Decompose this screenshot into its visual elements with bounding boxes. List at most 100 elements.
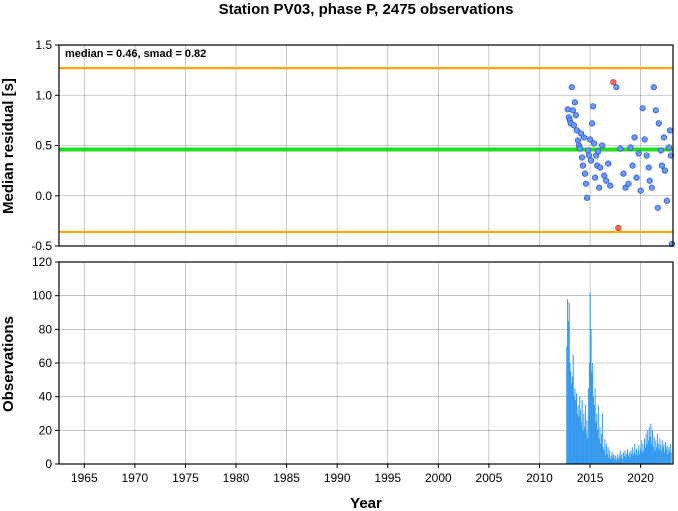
observation-bar [666, 445, 668, 464]
observations-y-tick-label: 80 [39, 322, 53, 336]
observation-bar [597, 430, 599, 464]
observation-bar [587, 438, 589, 464]
residual-point [645, 164, 652, 171]
observation-bar [667, 453, 669, 464]
observation-bar [638, 445, 640, 464]
observation-bar [579, 396, 581, 464]
observation-bar [651, 443, 653, 464]
observation-bar [610, 455, 612, 464]
observation-bar [567, 299, 569, 464]
residual-point [578, 154, 586, 161]
residual-point [643, 152, 650, 159]
residual-point [564, 106, 571, 113]
residual-y-tick-label: 0.5 [35, 139, 52, 153]
residual-point [599, 142, 606, 149]
residual-point [576, 145, 584, 152]
observation-bar [597, 405, 599, 464]
residual-point [582, 180, 590, 187]
residual-point [569, 107, 576, 114]
observation-bar [639, 453, 641, 464]
observation-bar [646, 443, 648, 464]
observation-bar [598, 438, 600, 464]
x-tick-label: 2020 [627, 471, 654, 485]
residual-point [589, 103, 597, 110]
observation-bar [584, 426, 586, 464]
observation-bar [601, 433, 603, 464]
observation-bar [648, 440, 650, 464]
observation-bar [665, 448, 667, 464]
observation-bar [577, 405, 579, 464]
observation-bar [566, 346, 568, 464]
residual-point [629, 162, 636, 169]
observation-bar [657, 443, 659, 464]
observation-bar [585, 433, 587, 464]
observation-bar [619, 450, 621, 464]
residual-point [586, 136, 594, 143]
observation-bar [624, 450, 626, 464]
observation-bar [622, 458, 624, 464]
observation-bar [584, 405, 586, 464]
residual-point [570, 122, 577, 129]
residual-point [591, 140, 598, 147]
residual-point [648, 184, 655, 191]
observation-bar [622, 452, 624, 464]
observation-bar [656, 433, 658, 464]
observation-bar [588, 363, 590, 464]
observation-bar [608, 457, 610, 464]
observation-bar [669, 450, 671, 464]
observations-y-tick-label: 60 [39, 356, 53, 370]
residual-point [639, 105, 646, 112]
observation-bar [618, 458, 620, 464]
observation-bar [635, 448, 637, 464]
observation-bar [644, 447, 646, 464]
observation-bar [603, 450, 605, 464]
observation-bar [635, 453, 637, 464]
observation-bar [607, 447, 609, 464]
observation-bar [576, 413, 578, 464]
residual-point [658, 162, 665, 169]
residual-point [568, 84, 575, 91]
observation-bar [665, 442, 667, 464]
residual-point [625, 180, 632, 187]
observation-bar [647, 430, 649, 464]
observation-bar [602, 447, 604, 464]
residual-point [580, 134, 588, 141]
observation-bar [643, 450, 645, 464]
x-tick-label: 2000 [425, 471, 452, 485]
residual-point [607, 182, 614, 189]
chart-title: Station PV03, phase P, 2475 observations [219, 1, 514, 18]
observation-bar [593, 405, 595, 464]
residual-point [574, 137, 582, 144]
x-tick-label: 2010 [526, 471, 553, 485]
x-tick-label: 1990 [324, 471, 351, 485]
observation-bar [613, 453, 615, 464]
observations-y-axis-label: Observations [0, 316, 17, 412]
observation-bar [649, 437, 651, 464]
observation-bar [605, 443, 607, 464]
observation-bar [652, 430, 654, 464]
observation-bar [572, 354, 574, 464]
observation-bar [571, 383, 573, 464]
observation-bar [645, 433, 647, 464]
observation-bar [670, 452, 672, 464]
observations-panel: 0 20 40 60 80 100 120 1965 1970 1975 1980 1985 1990… [0, 255, 674, 485]
residual-point [581, 170, 589, 177]
observation-bar [612, 457, 614, 464]
observation-bar [590, 329, 592, 464]
observation-bar [621, 453, 623, 464]
median-smad-annotation: median = 0.46, smad = 0.82 [65, 48, 206, 60]
residual-point [661, 167, 669, 174]
residual-point [633, 174, 640, 181]
residual-point [652, 107, 659, 114]
observation-bar [574, 388, 576, 464]
observations-bars [566, 292, 672, 464]
observation-bar [586, 420, 588, 464]
observation-bar [628, 452, 630, 464]
observation-bar [655, 440, 657, 464]
observation-bar [620, 457, 622, 464]
observation-bar [594, 388, 596, 464]
year-x-ticks: 1965 1970 1975 1980 1985 1990 1995 2000 2005 2010… [71, 464, 654, 485]
observation-bar [640, 440, 642, 464]
residual-point [620, 170, 627, 177]
observation-bar [592, 363, 594, 464]
